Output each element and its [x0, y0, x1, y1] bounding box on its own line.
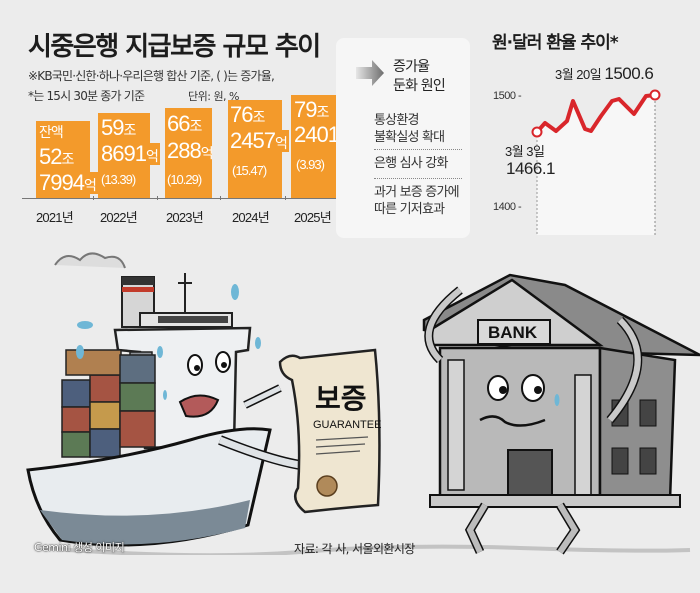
- seal-icon: [316, 475, 338, 497]
- bar-value-jo-2025: 79조: [294, 97, 329, 122]
- chart-title: 시중은행 지급보증 규모 추이: [28, 32, 321, 62]
- sweat-drop-icon: [76, 284, 261, 400]
- bank-sign: [477, 319, 551, 345]
- divider: [374, 149, 462, 150]
- x-axis-tick: [220, 196, 221, 200]
- unit-label: 단위: 원, %: [188, 90, 240, 103]
- start-point-marker: [531, 126, 543, 138]
- bar-value-eok-2024: 2457억: [230, 128, 289, 153]
- bar-growth-2024: (15.47): [232, 163, 267, 178]
- y-tick-1500: 1500 -: [493, 90, 522, 102]
- bar-value-jo-2023: 66조: [167, 111, 202, 136]
- bar-value-eok-2021: 7994억: [39, 170, 98, 195]
- bar-2025: [291, 95, 343, 198]
- divider: [374, 178, 462, 179]
- x-axis-tick: [93, 196, 94, 200]
- reasons-title: 증가율 둔화 원인: [393, 59, 446, 94]
- x-label-2024: 2024년: [232, 210, 270, 225]
- certificate-subtitle: GUARANTEE: [313, 419, 381, 431]
- fx-chart-title: 원·달러 환율 추이*: [492, 33, 619, 53]
- bank-door: [507, 449, 553, 496]
- end-point-marker: [649, 89, 661, 101]
- note-line-1: ※KB국민·신한·하나·우리은행 합산 기준, ( )는 증가율,: [28, 69, 275, 83]
- bar-value-jo-2024: 76조: [230, 102, 265, 127]
- cargo-containers: [61, 349, 156, 458]
- reason-item: 은행 심사 강화: [374, 156, 448, 171]
- fx-start-value: 1466.1: [506, 159, 556, 178]
- svg-text:BANK: BANK: [488, 323, 538, 342]
- reason-item: 과거 보증 증가에 따른 기저효과: [374, 185, 460, 217]
- image-credit: Gemini 생성 이미지: [34, 541, 125, 554]
- fx-line-chart: [531, 89, 661, 235]
- arrow-right-icon: [356, 60, 384, 86]
- fx-start-date: 3월 3일: [505, 144, 545, 159]
- cartoon-illustration: 보증 GUARANTEE BANK: [26, 252, 700, 555]
- y-tick-1400: 1400 -: [493, 201, 522, 213]
- x-label-2025: 2025년: [294, 210, 332, 225]
- data-source: 자료: 각 사, 서울외환시장: [294, 542, 415, 556]
- x-label-2022: 2022년: [100, 210, 138, 225]
- x-label-2021: 2021년: [36, 210, 74, 225]
- bar-value-eok-2022: 8691억: [101, 141, 160, 166]
- note-line-2: *는 15시 30분 종가 기준: [28, 89, 145, 103]
- guarantee-certificate: [278, 348, 381, 514]
- balance-label: 잔액: [36, 124, 65, 140]
- smoke-icon: [54, 252, 126, 269]
- bar-value-jo-2021: 52조: [39, 144, 74, 169]
- bar-value-eok-2023: 288억: [167, 138, 214, 163]
- bar-value-jo-2022: 59조: [101, 115, 136, 140]
- reason-item: 통상환경 불확실성 확대: [374, 113, 445, 145]
- x-label-2023: 2023년: [166, 210, 204, 225]
- sweat-drop-icon: [554, 394, 560, 406]
- x-axis-tick: [157, 196, 158, 200]
- bar-growth-2022: (13.39): [101, 172, 136, 187]
- x-axis-line: [22, 198, 354, 199]
- bar-growth-2025: (3.93): [296, 157, 325, 172]
- bar-2023: [165, 108, 212, 198]
- certificate-title: 보증: [315, 382, 367, 415]
- fx-end-annotation: 3월 20일 1500.6: [555, 64, 654, 83]
- x-axis-tick: [285, 196, 286, 200]
- bar-growth-2023: (10.29): [167, 172, 202, 187]
